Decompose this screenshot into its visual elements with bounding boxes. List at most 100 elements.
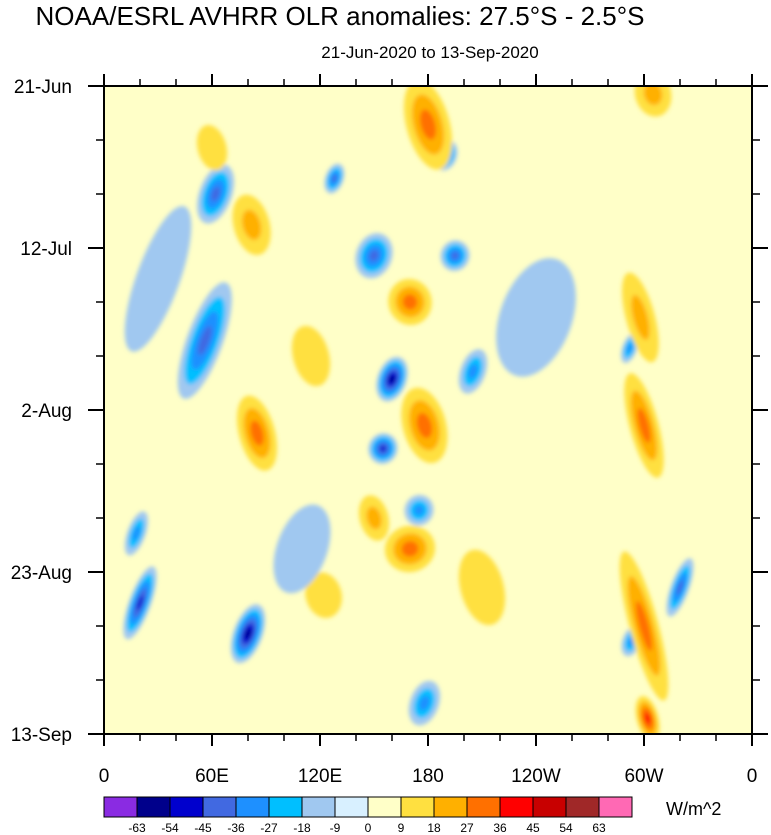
olr-anomaly-feature bbox=[496, 258, 576, 377]
x-tick-label: 0 bbox=[99, 766, 110, 787]
olr-anomaly-feature bbox=[236, 395, 278, 471]
chart-title: NOAA/ESRL AVHRR OLR anomalies: 27.5°S - … bbox=[36, 1, 645, 31]
olr-anomaly-feature bbox=[440, 240, 470, 272]
olr-anomaly-feature bbox=[305, 572, 342, 618]
colorbar-swatch bbox=[598, 796, 633, 818]
chart-subtitle: 21-Jun-2020 to 13-Sep-2020 bbox=[321, 43, 538, 62]
colorbar-label: 36 bbox=[493, 821, 507, 835]
colorbar-label: 27 bbox=[460, 821, 474, 835]
contour-band bbox=[419, 695, 430, 711]
contour-band bbox=[366, 506, 382, 530]
contour-band bbox=[637, 407, 651, 443]
olr-anomaly-feature bbox=[177, 282, 232, 399]
olr-anomaly-feature bbox=[230, 604, 266, 664]
olr-anomaly-feature bbox=[291, 325, 331, 387]
contour-band bbox=[331, 174, 337, 183]
colorbar-swatch bbox=[202, 796, 237, 818]
contour-band bbox=[196, 125, 228, 171]
contour-band bbox=[451, 251, 459, 260]
contour-band bbox=[380, 445, 386, 452]
olr-anomaly-feature bbox=[408, 680, 441, 726]
olr-anomaly-feature bbox=[196, 125, 228, 171]
contour-band bbox=[468, 364, 478, 379]
colorbar-label: -54 bbox=[161, 821, 179, 835]
contour-band bbox=[198, 325, 212, 356]
x-tick-label: 120W bbox=[511, 766, 561, 787]
olr-anomaly-feature bbox=[358, 495, 390, 541]
olr-anomaly-feature bbox=[368, 433, 398, 464]
olr-anomaly-feature bbox=[388, 278, 432, 326]
colorbar-swatch bbox=[301, 796, 336, 818]
contour-band bbox=[419, 109, 437, 140]
olr-anomaly-feature bbox=[666, 558, 694, 617]
olr-anomaly-feature bbox=[619, 551, 669, 701]
x-tick-label: 60W bbox=[624, 766, 663, 787]
x-tick-label: 120E bbox=[298, 766, 342, 787]
olr-anomaly-feature bbox=[324, 163, 345, 194]
contour-band bbox=[626, 343, 633, 354]
olr-anomaly-feature bbox=[355, 233, 393, 279]
contour-band bbox=[132, 526, 141, 541]
colorbar-swatch bbox=[334, 796, 369, 818]
colorbar-label: -27 bbox=[260, 821, 278, 835]
olr-anomaly-feature bbox=[634, 86, 672, 117]
colorbar-swatch bbox=[103, 796, 138, 818]
contour-band bbox=[631, 294, 650, 340]
olr-anomaly-feature bbox=[384, 525, 436, 573]
colorbar-swatch bbox=[268, 796, 303, 818]
colorbar-label: 63 bbox=[592, 821, 606, 835]
colorbar-swatch bbox=[235, 796, 270, 818]
olr-anomaly-feature bbox=[232, 194, 271, 256]
colorbar-swatch bbox=[499, 796, 534, 818]
contour-band bbox=[389, 375, 395, 383]
olr-anomaly-feature bbox=[197, 164, 235, 224]
colorbar-label: -45 bbox=[194, 821, 212, 835]
colorbar-swatch bbox=[169, 796, 204, 818]
colorbar-swatch bbox=[367, 796, 402, 818]
contour-band bbox=[242, 209, 262, 240]
contour-band bbox=[644, 712, 651, 725]
y-tick-label: 2-Aug bbox=[21, 401, 72, 422]
colorbar-label: -9 bbox=[330, 821, 341, 835]
contour-band bbox=[369, 250, 379, 262]
contour-band bbox=[416, 412, 433, 438]
contour-band bbox=[401, 541, 419, 557]
colorbar-swatch bbox=[532, 796, 567, 818]
colorbar-label: 45 bbox=[526, 821, 540, 835]
contour-band bbox=[210, 186, 221, 202]
olr-anomaly-feature bbox=[401, 387, 448, 464]
x-tick-label: 0 bbox=[747, 766, 758, 787]
olr-anomaly-feature bbox=[376, 356, 408, 402]
plot-area bbox=[104, 86, 752, 734]
units-label: W/m^2 bbox=[666, 799, 721, 819]
olr-anomaly-feature bbox=[404, 494, 434, 526]
contour-band bbox=[414, 505, 424, 516]
olr-anomaly-feature bbox=[124, 511, 148, 556]
contour-band bbox=[458, 549, 506, 626]
contour-band bbox=[496, 258, 576, 377]
contour-band bbox=[305, 572, 342, 618]
olr-anomaly-feature bbox=[123, 566, 157, 640]
colorbar-label: 0 bbox=[365, 821, 372, 835]
olr-anomaly-feature bbox=[273, 504, 331, 594]
colorbar-label: 9 bbox=[398, 821, 405, 835]
x-tick-label: 60E bbox=[195, 766, 229, 787]
contour-band bbox=[124, 205, 192, 352]
contour-band bbox=[245, 628, 251, 639]
olr-anomaly-feature bbox=[622, 272, 659, 363]
olr-anomaly-feature bbox=[124, 205, 192, 352]
colorbar-label: -63 bbox=[128, 821, 146, 835]
contour-band bbox=[273, 504, 331, 594]
colorbar-label: 18 bbox=[427, 821, 441, 835]
olr-anomaly-feature bbox=[458, 349, 488, 394]
y-tick-label: 23-Aug bbox=[11, 563, 72, 584]
contour-band bbox=[250, 420, 264, 446]
contour-band bbox=[402, 294, 418, 310]
colorbar-label: 54 bbox=[559, 821, 573, 835]
y-tick-label: 12-Jul bbox=[20, 239, 72, 260]
contour-band bbox=[676, 580, 684, 595]
colorbar: -63 -54 -45 -36 -27 -18 -9 0 9 18 27 36 45 54 63 bbox=[103, 796, 633, 835]
colorbar-swatch bbox=[565, 796, 600, 818]
contour-band bbox=[635, 601, 653, 651]
